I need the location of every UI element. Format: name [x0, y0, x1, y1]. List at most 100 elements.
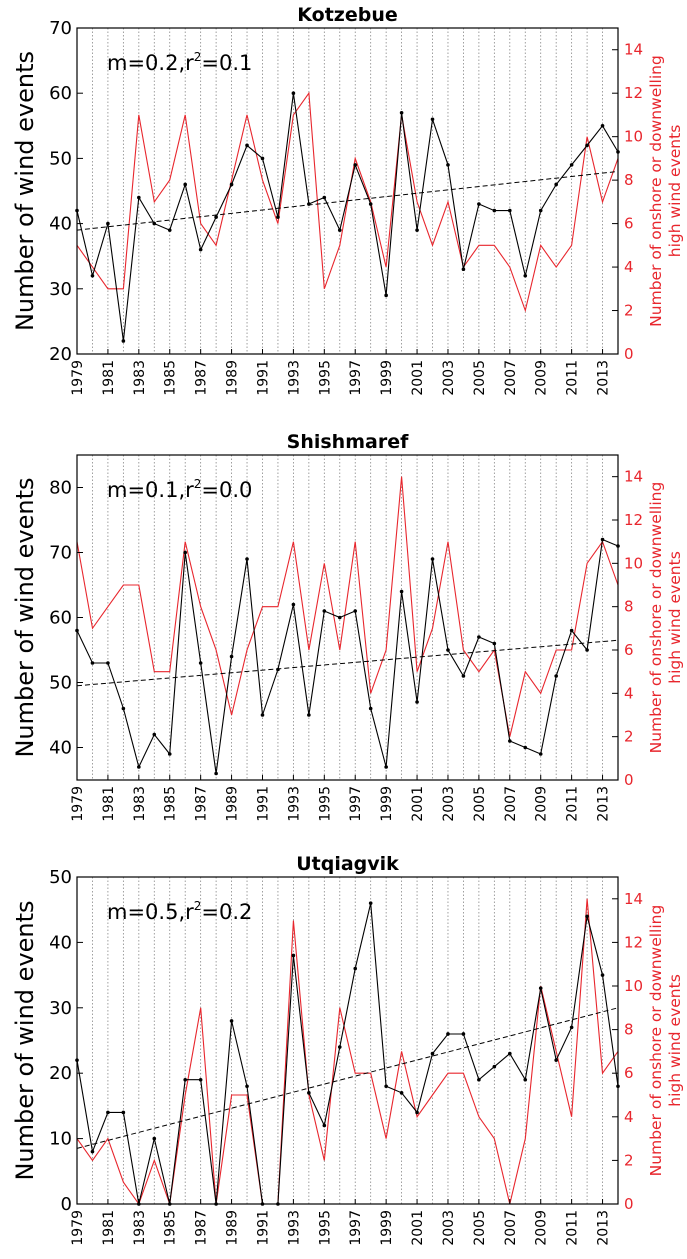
left-tick-label: 50 — [49, 148, 72, 169]
trend-annotation: m=0.2,r2=0.1 — [107, 50, 252, 75]
wind-events-point — [152, 221, 157, 226]
left-tick-label: 30 — [49, 279, 72, 300]
wind-events-point — [307, 713, 311, 717]
wind-events-point — [600, 973, 605, 977]
wind-events-point — [477, 635, 481, 639]
right-tick-label: 10 — [624, 128, 643, 146]
chart-title: Kotzebue — [297, 4, 397, 26]
left-tick-label: 70 — [49, 543, 72, 564]
wind-events-point — [106, 221, 110, 226]
chart-title: Shishmaref — [287, 431, 409, 453]
left-tick-label: 60 — [49, 608, 72, 629]
wind-events-point — [446, 1032, 450, 1036]
left-tick-label: 40 — [49, 738, 72, 759]
wind-events-point — [368, 706, 373, 711]
right-tick-label: 8 — [624, 598, 634, 616]
left-tick-label: 20 — [49, 344, 72, 365]
x-tick-label: 2013 — [596, 360, 612, 396]
wind-events-point — [399, 1091, 404, 1095]
wind-events-point — [245, 1084, 249, 1089]
wind-events-point — [554, 182, 558, 187]
wind-events-point — [446, 163, 450, 167]
wind-events-line — [76, 538, 619, 774]
wind-events-point — [90, 273, 95, 278]
x-tick-label: 1985 — [163, 1210, 179, 1246]
x-tick-label: 1999 — [379, 1210, 395, 1246]
x-tick-label: 2003 — [441, 1210, 457, 1246]
x-tick-label: 1987 — [194, 1210, 210, 1246]
wind-events-point — [322, 195, 327, 200]
wind-events-point — [569, 1025, 574, 1030]
x-tick-label: 2009 — [534, 786, 550, 822]
right-tick-label: 2 — [624, 728, 634, 746]
wind-events-point — [137, 195, 141, 200]
x-tick-label: 2007 — [503, 786, 519, 822]
right-tick-label: 0 — [624, 771, 634, 789]
x-tick-label: 1995 — [317, 360, 333, 396]
x-tick-label: 2005 — [472, 786, 488, 822]
wind-events-point — [415, 700, 419, 704]
wind-events-point — [245, 557, 249, 561]
wind-events-point — [368, 202, 373, 206]
right-tick-label: 4 — [624, 1108, 634, 1126]
x-tick-label: 1989 — [225, 786, 241, 822]
x-tick-label: 2003 — [441, 360, 457, 396]
wind-events-point — [137, 765, 141, 769]
x-tick-label: 2009 — [534, 1210, 550, 1246]
trend-line — [76, 1007, 619, 1149]
x-tick-label: 1989 — [225, 1210, 241, 1246]
x-tick-label: 2005 — [472, 1210, 488, 1246]
wind-events-point — [430, 1051, 435, 1056]
left-axis-label: Number of wind events — [11, 900, 39, 1180]
left-tick-label: 40 — [49, 214, 72, 235]
wind-events-point — [600, 537, 605, 542]
wind-events-point — [167, 228, 172, 232]
x-tick-label: 1981 — [101, 360, 117, 396]
wind-events-point — [291, 602, 296, 607]
x-tick-label: 1997 — [348, 360, 364, 396]
panel-kotzebue: 20 30 40 50 60 70 0 2 4 6 8 10 12 14 1979 1981 1983 1985 1… — [11, 4, 684, 396]
right-tick-label: 12 — [624, 84, 643, 102]
right-tick-label: 14 — [624, 41, 643, 59]
wind-events-point — [523, 273, 528, 278]
right-tick-label: 6 — [624, 1064, 634, 1082]
panel-utqiagvik: 0 10 20 30 40 50 0 2 4 6 8 10 12 14 1979 1981 1983 1985 19… — [11, 853, 684, 1246]
wind-events-point — [508, 739, 512, 743]
wind-events-point — [368, 901, 373, 905]
right-tick-label: 4 — [624, 684, 634, 702]
wind-events-point — [384, 1084, 388, 1089]
left-tick-label: 70 — [49, 18, 72, 39]
left-tick-label: 20 — [49, 1063, 72, 1084]
wind-events-point — [461, 1032, 466, 1036]
x-tick-label: 1987 — [194, 360, 210, 396]
trend-annotation: m=0.5,r2=0.2 — [107, 899, 252, 924]
x-tick-label: 1985 — [163, 360, 179, 396]
wind-events-point — [538, 752, 543, 756]
wind-events-point — [415, 228, 419, 232]
wind-events-point — [399, 110, 404, 115]
wind-events-point — [554, 1058, 558, 1062]
x-tick-label: 1993 — [286, 786, 302, 822]
right-tick-label: 14 — [624, 890, 643, 908]
wind-events-point — [152, 1136, 157, 1141]
wind-events-line — [76, 93, 619, 342]
trend-line — [76, 170, 619, 231]
wind-events-point — [307, 1091, 311, 1095]
left-axis-label: Number of wind events — [11, 51, 39, 331]
x-tick-label: 1991 — [255, 786, 271, 822]
x-tick-label: 2007 — [503, 1210, 519, 1246]
right-tick-label: 2 — [624, 302, 634, 320]
x-tick-label: 1999 — [379, 786, 395, 822]
left-tick-label: 50 — [49, 867, 72, 888]
wind-events-point — [523, 1077, 528, 1082]
chart-title: Utqiagvik — [296, 853, 399, 875]
x-tick-label: 2011 — [565, 360, 581, 396]
plot-frame — [76, 454, 619, 781]
right-tick-label: 8 — [624, 1021, 634, 1039]
left-tick-label: 80 — [49, 478, 72, 499]
wind-events-point — [569, 163, 574, 167]
x-tick-label: 2011 — [565, 786, 581, 822]
x-tick-label: 1989 — [225, 360, 241, 396]
plot-frame — [76, 27, 619, 355]
wind-events-point — [554, 674, 558, 678]
